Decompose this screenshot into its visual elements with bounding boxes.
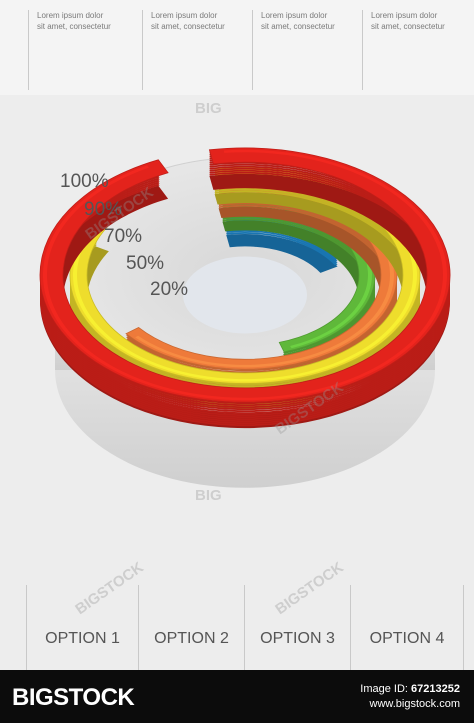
radial-bar-wall [226, 230, 338, 264]
header-text-line: Lorem ipsum dolor [37, 11, 104, 20]
header-text-line: Lorem ipsum dolor [151, 11, 218, 20]
chart-area: 100% 90% 70% 50% 20% [0, 80, 474, 580]
footer-bar: BIGSTOCK Image ID: 67213252 www.bigstock… [0, 670, 474, 723]
percent-label: 20% [150, 279, 189, 300]
header-text-line: sit amet, consectetur [37, 22, 111, 31]
radial-bar-1 [39, 147, 451, 429]
percent-label: 100% [60, 171, 109, 192]
option-column-4: OPTION 4 [350, 585, 464, 670]
header-text-line: sit amet, consectetur [151, 22, 225, 31]
header-column-3: Lorem ipsum dolor sit amet, consectetur [252, 10, 352, 90]
bigstock-logo: BIGSTOCK [12, 684, 135, 711]
image-id-label: Image ID: [360, 683, 408, 695]
radial-bar-side [226, 234, 338, 273]
option-label: OPTION 4 [369, 630, 445, 647]
option-label: OPTION 1 [45, 630, 120, 647]
image-id-block: Image ID: 67213252 www.bigstock.com [360, 682, 460, 712]
percent-label: 50% [126, 253, 165, 274]
options-band: OPTION 1 OPTION 2 OPTION 3 OPTION 4 [0, 585, 474, 670]
header-column-1: Lorem ipsum dolor sit amet, consectetur [28, 10, 128, 90]
radial-bar-top [39, 147, 451, 403]
radial-bar-highlight [135, 182, 394, 368]
option-column-3: OPTION 3 [244, 585, 350, 670]
percent-label: 70% [104, 226, 143, 247]
header-text-line: sit amet, consectetur [261, 22, 335, 31]
header-text-line: sit amet, consectetur [371, 22, 445, 31]
header-text-line: Lorem ipsum dolor [261, 11, 328, 20]
header-band: Lorem ipsum dolor sit amet, consectetur … [0, 0, 474, 95]
header-column-2: Lorem ipsum dolor sit amet, consectetur [142, 10, 242, 90]
radial-bar-wall [226, 232, 338, 266]
option-label: OPTION 2 [154, 630, 229, 647]
option-label: OPTION 3 [260, 630, 335, 647]
radial-bar-chart [39, 147, 451, 488]
base-center-hole [183, 256, 307, 334]
option-column-1: OPTION 1 [26, 585, 138, 670]
header-text-line: Lorem ipsum dolor [371, 11, 438, 20]
site-url: www.bigstock.com [369, 698, 460, 710]
percent-label: 90% [84, 199, 123, 220]
header-column-4: Lorem ipsum dolor sit amet, consectetur [362, 10, 470, 90]
option-column-2: OPTION 2 [138, 585, 244, 670]
image-id-value: 67213252 [411, 683, 460, 695]
